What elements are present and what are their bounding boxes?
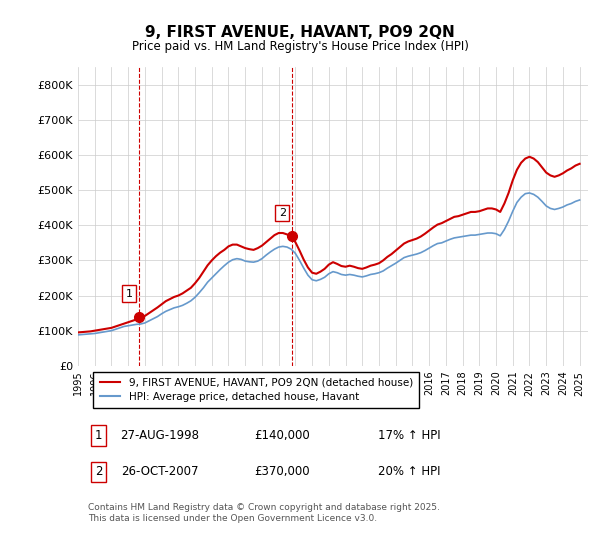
Text: 2: 2	[95, 465, 102, 478]
Text: 1: 1	[95, 429, 102, 442]
Text: 1: 1	[125, 289, 133, 299]
Text: 2: 2	[279, 208, 286, 218]
Text: 9, FIRST AVENUE, HAVANT, PO9 2QN: 9, FIRST AVENUE, HAVANT, PO9 2QN	[145, 25, 455, 40]
Text: 27-AUG-1998: 27-AUG-1998	[120, 429, 199, 442]
Text: Contains HM Land Registry data © Crown copyright and database right 2025.
This d: Contains HM Land Registry data © Crown c…	[88, 502, 440, 524]
Text: 26-OCT-2007: 26-OCT-2007	[121, 465, 199, 478]
Text: £370,000: £370,000	[254, 465, 310, 478]
Legend: 9, FIRST AVENUE, HAVANT, PO9 2QN (detached house), HPI: Average price, detached : 9, FIRST AVENUE, HAVANT, PO9 2QN (detach…	[94, 371, 419, 408]
Text: Price paid vs. HM Land Registry's House Price Index (HPI): Price paid vs. HM Land Registry's House …	[131, 40, 469, 53]
Text: £140,000: £140,000	[254, 429, 310, 442]
Text: 20% ↑ HPI: 20% ↑ HPI	[378, 465, 441, 478]
Text: 17% ↑ HPI: 17% ↑ HPI	[378, 429, 441, 442]
